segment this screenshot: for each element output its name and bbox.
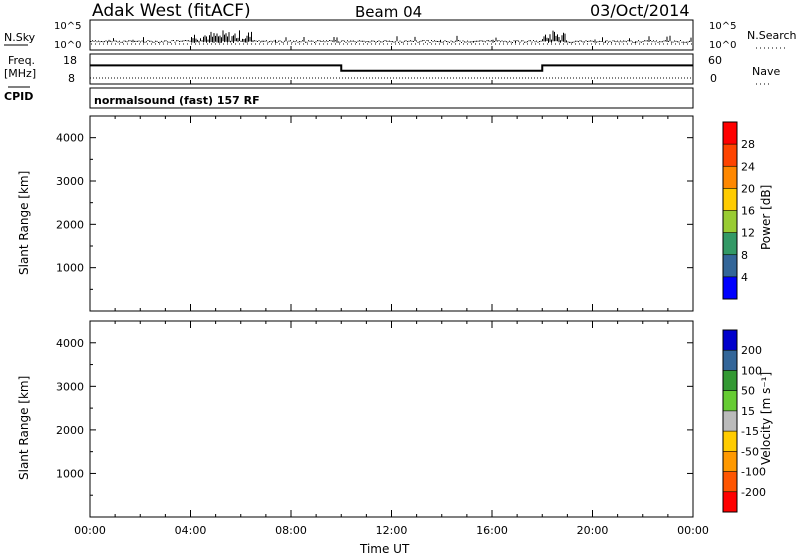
velocity-colorbar-swatch [723, 491, 737, 513]
velocity-colorbar-swatch [723, 370, 737, 392]
freq-tick-low: 8 [68, 72, 75, 85]
velocity-colorbar-label: Velocity [m s⁻¹] [759, 372, 773, 465]
date-label: 03/Oct/2014 [590, 1, 690, 20]
nave-tick-low: 0 [710, 72, 717, 85]
time-xlabel: Time UT [359, 542, 410, 554]
power-colorbar-swatch [723, 144, 737, 167]
velocity-colorbar-tick-label: -200 [741, 486, 766, 499]
nave-label: Nave [752, 65, 780, 78]
power-colorbar-tick-label: 16 [741, 205, 755, 218]
power-colorbar-swatch [723, 210, 737, 234]
velocity-colorbar-tick-label: 100 [741, 364, 762, 377]
time-xtick-label: 04:00 [175, 524, 207, 537]
power-colorbar-tick-label: 20 [741, 182, 755, 195]
axes: 1000 2000 3000 4000 1000 2000 3000 4000 00:00 04:… [56, 46, 709, 537]
velocity-colorbar-swatch [723, 350, 737, 371]
velocity-colorbar-tick-label: -100 [741, 466, 766, 479]
power-ytick-label: 4000 [56, 132, 84, 145]
power-colorbar: 28 24 20 16 12 8 4 [722, 121, 755, 300]
time-xtick-label: 16:00 [476, 524, 508, 537]
power-panel [89, 115, 694, 312]
nsearch-label: N.Search [747, 29, 797, 42]
beam-label: Beam 04 [355, 3, 422, 21]
nsky-trace [90, 30, 692, 45]
velocity-colorbar-swatch [723, 410, 737, 432]
velocity-ytick-label: 3000 [56, 380, 84, 393]
power-colorbar-tick-label: 8 [741, 249, 748, 262]
cpid-label: CPID [4, 90, 33, 103]
time-xtick-label: 00:00 [74, 524, 106, 537]
velocity-ylabel: Slant Range [km] [17, 376, 31, 480]
velocity-ytick-label: 4000 [56, 337, 84, 350]
power-ytick-label: 1000 [56, 262, 84, 275]
velocity-colorbar-swatch [723, 451, 737, 473]
cpid-panel: CPID normalsound (fast) 157 RF [4, 87, 694, 109]
power-colorbar-tick-label: 12 [741, 227, 755, 240]
nsearch-tick-low: 10^0 [709, 40, 736, 51]
power-colorbar-tick-label: 28 [741, 138, 755, 151]
nsky-panel: N.Sky 10^5 10^0 10^5 10^0 N.Search [4, 19, 797, 51]
power-colorbar-swatch [723, 122, 737, 145]
nsearch-tick-high: 10^5 [709, 21, 736, 32]
power-colorbar-tick-label: 24 [741, 160, 755, 173]
velocity-ytick-label: 1000 [56, 467, 84, 480]
power-ytick-label: 3000 [56, 175, 84, 188]
time-xtick-label: 00:00 [677, 524, 709, 537]
nave-tick-high: 60 [708, 54, 722, 67]
velocity-colorbar-frame [722, 329, 738, 513]
nsky-series-line [90, 30, 692, 43]
velocity-colorbar-tick-label: 200 [741, 344, 762, 357]
power-colorbar-swatch [723, 166, 737, 189]
time-xtick-label: 20:00 [577, 524, 609, 537]
freq-series-line [90, 64, 693, 72]
cpid-value: normalsound (fast) 157 RF [94, 94, 260, 107]
velocity-colorbar-swatch [723, 471, 737, 493]
velocity-scatter [92, 350, 693, 517]
power-scatter [92, 145, 693, 311]
velocity-colorbar: 200 100 50 15 -15 -50 -100 -200 [722, 329, 766, 513]
station-title: Adak West (fitACF) [92, 1, 251, 21]
power-colorbar-swatch [723, 254, 737, 278]
velocity-colorbar-tick-label: 50 [741, 385, 755, 398]
freq-unit: [MHz] [4, 67, 36, 80]
velocity-colorbar-swatch [723, 431, 737, 452]
freq-panel: Freq. [MHz] 18 8 60 0 Nave [4, 53, 780, 88]
power-colorbar-swatch [723, 232, 737, 256]
velocity-colorbar-tick-label: 15 [741, 405, 755, 418]
velocity-ytick-label: 2000 [56, 424, 84, 437]
velocity-colorbar-swatch [723, 330, 737, 351]
power-colorbar-swatch [723, 276, 737, 300]
velocity-colorbar-tick-label: -15 [741, 425, 759, 438]
velocity-panel [89, 320, 694, 518]
nsky-label: N.Sky [4, 31, 36, 44]
velocity-colorbar-swatch [723, 390, 737, 412]
nsky-tick-low: 10^0 [54, 40, 81, 51]
power-ytick-label: 2000 [56, 218, 84, 231]
time-xtick-label: 08:00 [275, 524, 307, 537]
freq-tick-high: 18 [63, 54, 77, 67]
time-xtick-label: 12:00 [376, 524, 408, 537]
power-colorbar-tick-label: 4 [741, 271, 748, 284]
power-colorbar-swatch [723, 188, 737, 211]
velocity-colorbar-tick-label: -50 [741, 445, 759, 458]
nsky-tick-high: 10^5 [54, 21, 81, 32]
freq-label: Freq. [8, 54, 35, 67]
power-colorbar-label: Power [dB] [759, 185, 773, 250]
power-ylabel: Slant Range [km] [17, 171, 31, 275]
